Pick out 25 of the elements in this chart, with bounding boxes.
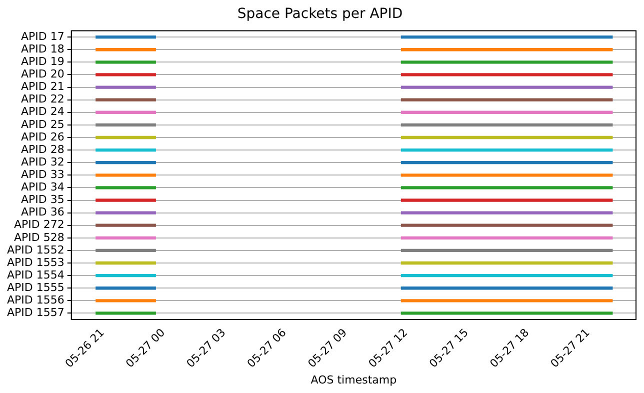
y-tick-label: APID 1556 (6, 294, 64, 307)
chart-title: Space Packets per APID (237, 6, 403, 22)
y-tick-label: APID 25 (20, 118, 64, 131)
y-tick-label: APID 22 (20, 92, 64, 106)
y-tick-label: APID 1552 (6, 243, 64, 256)
y-tick-label: APID 1553 (6, 256, 64, 269)
y-tick-label: APID 36 (20, 206, 64, 219)
y-tick-label: APID 20 (20, 68, 64, 81)
y-tick-label: APID 18 (20, 42, 64, 56)
y-tick-label: APID 528 (14, 230, 64, 244)
y-tick-label: APID 21 (20, 80, 64, 94)
y-tick-label: APID 24 (20, 105, 64, 118)
y-tick-label: APID 32 (20, 155, 64, 168)
y-tick-label: APID 28 (20, 142, 64, 156)
y-tick-label: APID 272 (14, 218, 64, 232)
y-tick-label: APID 34 (20, 180, 64, 194)
y-tick-label: APID 17 (20, 30, 64, 43)
y-tick-label: APID 33 (20, 168, 64, 182)
y-tick-label: APID 1555 (6, 280, 64, 294)
y-tick-label: APID 19 (20, 55, 64, 68)
y-tick-label: APID 1557 (6, 306, 64, 320)
y-tick-label: APID 35 (20, 193, 64, 206)
x-axis-title: AOS timestamp (310, 373, 397, 386)
y-tick-label: APID 1554 (6, 268, 64, 282)
y-tick-label: APID 26 (20, 130, 64, 144)
